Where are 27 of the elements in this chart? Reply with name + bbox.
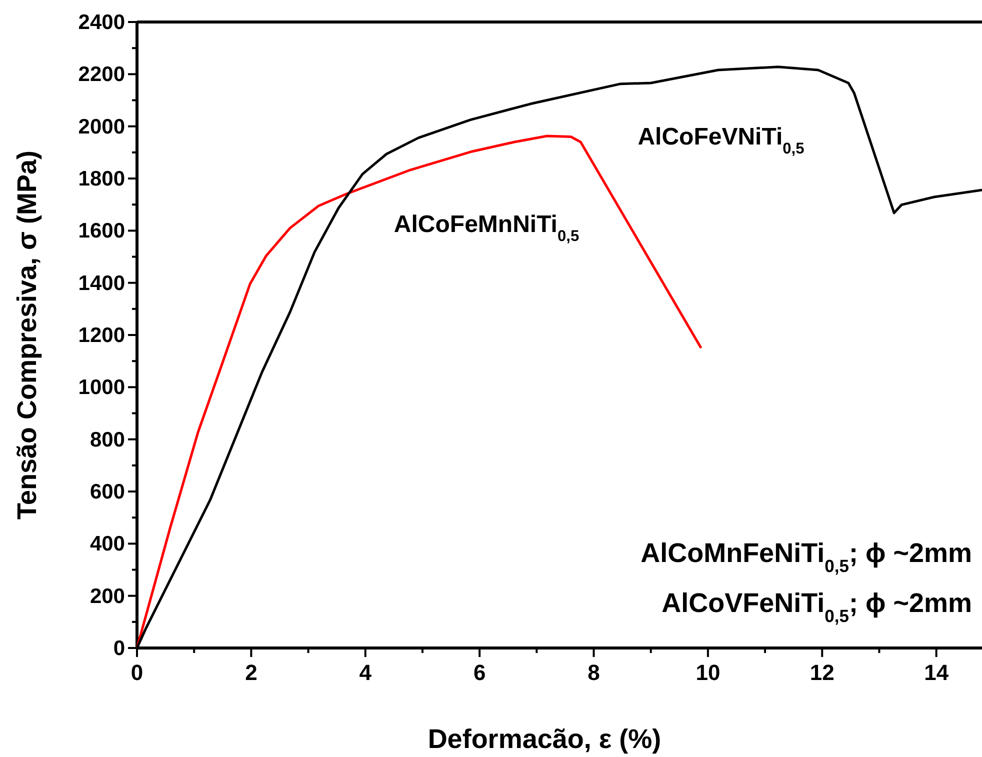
x-tick-label: 14 <box>924 660 950 685</box>
y-tick-label: 2200 <box>78 63 125 86</box>
x-tick-label: 8 <box>588 660 600 685</box>
series-label: AlCoFeMnNiTi$_{0,5}$ <box>394 210 580 244</box>
y-axis-title: Tensão Compresiva, σ (MPa) <box>12 150 42 520</box>
y-tick-label: 1400 <box>78 272 125 295</box>
x-tick-label: 12 <box>810 660 834 685</box>
y-tick-label: 800 <box>90 428 125 452</box>
y-tick-label: 600 <box>90 480 125 504</box>
x-tick-label: 0 <box>130 660 144 685</box>
annotation: AlCoMnFeNiTi$_{0,5}$; ϕ ~2mm <box>640 538 972 576</box>
x-tick-label: 10 <box>696 660 720 685</box>
y-tick-label: 1000 <box>78 376 125 400</box>
annotation: AlCoVFeNiTi$_{0,5}$; ϕ ~2mm <box>662 588 972 626</box>
x-axis-title: Deformacão, ε (%) <box>428 724 662 754</box>
y-tick-label: 200 <box>90 584 125 608</box>
y-tick-label: 1800 <box>78 168 125 190</box>
y-tick-label: 0 <box>113 637 125 660</box>
y-tick-label: 2400 <box>78 11 125 34</box>
x-tick-label: 6 <box>473 660 486 685</box>
y-tick-label: 1600 <box>78 220 125 243</box>
series-label: AlCoFeVNiTi$_{0,5}$ <box>638 124 805 158</box>
x-tick-label: 4 <box>359 660 372 685</box>
x-tick-label: 2 <box>245 660 258 685</box>
y-tick-label: 2000 <box>78 115 125 138</box>
y-tick-label: 400 <box>90 532 125 556</box>
y-tick-label: 1200 <box>78 324 125 347</box>
